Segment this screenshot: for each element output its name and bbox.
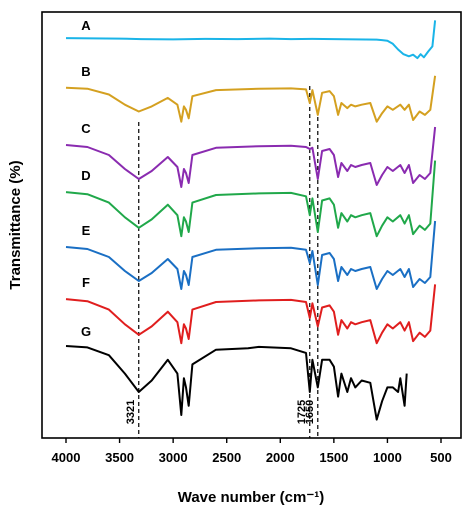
- series-label-C: C: [81, 121, 91, 136]
- series-line-D: [65, 160, 437, 238]
- series-line-C: [65, 126, 437, 188]
- series-line-F: [65, 284, 437, 345]
- series-label-E: E: [82, 223, 91, 238]
- x-tick-label-1500: 1500: [319, 450, 348, 465]
- x-tick-label-2000: 2000: [266, 450, 295, 465]
- series-group: [65, 20, 437, 421]
- series-labels: A B C D E F G: [81, 18, 91, 339]
- x-axis-title: Wave number (cm⁻¹): [178, 489, 325, 506]
- series-line-A: [65, 20, 437, 60]
- x-tick-label-2500: 2500: [212, 450, 241, 465]
- series-line-G: [65, 345, 408, 421]
- x-axis: 4000 3500 3000 2500 2000 1500 1000 500: [52, 438, 452, 465]
- x-tick-label-500: 500: [430, 450, 452, 465]
- annotation-label-1650: 1650: [304, 400, 316, 424]
- x-tick-label-3000: 3000: [159, 450, 188, 465]
- series-line-B: [65, 75, 437, 123]
- plot-frame: [41, 11, 462, 439]
- series-label-F: F: [82, 275, 90, 290]
- series-line-E: [65, 220, 437, 290]
- annotation-label-1725: 1725: [296, 400, 308, 424]
- y-axis-title: Transmittance (%): [7, 160, 24, 289]
- series-label-G: G: [81, 324, 91, 339]
- series-label-B: B: [81, 64, 90, 79]
- x-tick-label-1000: 1000: [373, 450, 402, 465]
- series-label-D: D: [81, 168, 90, 183]
- annotation-label-3321: 3321: [125, 400, 137, 424]
- x-tick-label-3500: 3500: [105, 450, 134, 465]
- x-tick-label-4000: 4000: [52, 450, 81, 465]
- series-label-A: A: [81, 18, 91, 33]
